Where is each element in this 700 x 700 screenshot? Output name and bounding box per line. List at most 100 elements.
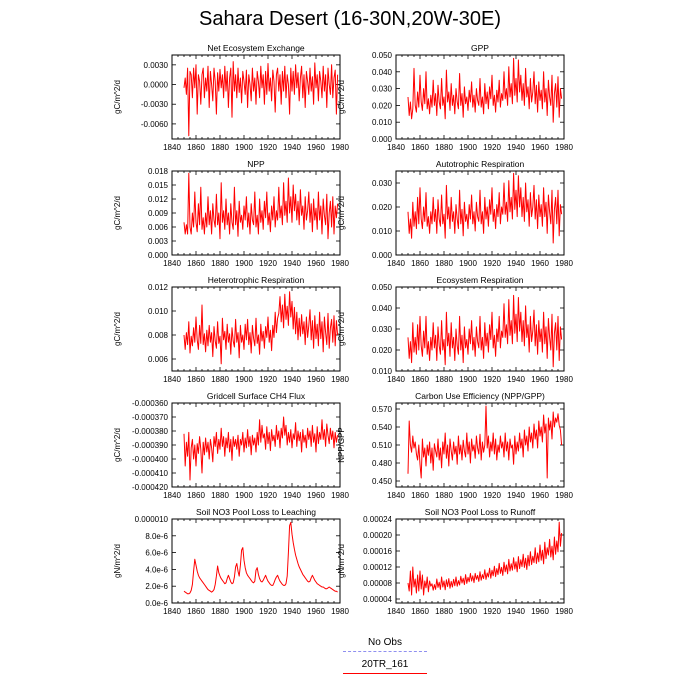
y-tick-label: 0.040 [372,304,393,313]
panel-4: Autotrophic Respiration 1840 1860 1880 1900 1… [337,159,573,268]
x-tick-label: 1960 [307,607,325,616]
y-tick-label: 0.010 [372,367,393,376]
y-axis-label: gC/m^2/d [113,428,122,462]
y-tick-label: -0.0030 [141,100,169,109]
y-tick-label: 0.480 [372,459,393,468]
x-tick-label: 1920 [483,143,501,152]
y-tick-label: 0.540 [372,423,393,432]
x-tick-label: 1840 [387,491,405,500]
x-tick-label: 1840 [163,607,181,616]
x-tick-label: 1900 [459,143,477,152]
x-tick-label: 1860 [411,143,429,152]
x-tick-label: 1880 [211,491,229,500]
x-tick-label: 1900 [459,259,477,268]
x-tick-label: 1920 [483,375,501,384]
legend-item-obs: No Obs [330,637,440,652]
x-tick-label: 1980 [331,607,349,616]
y-tick-label: 0.020 [372,101,393,110]
x-tick-label: 1980 [555,259,573,268]
series-line [183,416,339,481]
x-tick-label: 1920 [259,607,277,616]
x-tick-label: 1900 [235,375,253,384]
y-tick-label: 0.000 [148,251,169,260]
panel-10: Soil NO3 Pool Loss to Runoff 1840 1860 1880… [337,507,573,616]
y-tick-label: 6.0e-6 [145,549,168,558]
y-tick-label: 0.050 [372,51,393,60]
x-tick-label: 1880 [211,143,229,152]
y-tick-label: 0.450 [372,477,393,486]
series-line [407,405,563,479]
x-tick-label: 1920 [483,607,501,616]
y-tick-label: 0.010 [148,307,169,316]
x-tick-label: 1880 [435,375,453,384]
y-tick-label: 0.006 [148,223,169,232]
series-line [183,521,338,595]
y-tick-label: 0.00024 [363,515,392,524]
x-tick-label: 1880 [435,259,453,268]
y-tick-label: 0.0e-6 [145,599,168,608]
x-tick-label: 1860 [187,259,205,268]
y-tick-label: 0.050 [372,283,393,292]
panel-title: Heterotrophic Respiration [208,275,305,285]
x-tick-label: 1900 [235,491,253,500]
series-line [407,521,563,596]
x-tick-label: 1940 [507,491,525,500]
y-tick-label: 0.000010 [135,515,169,524]
plot-frame [171,170,341,256]
x-tick-label: 1880 [211,607,229,616]
x-tick-label: 1860 [187,491,205,500]
panel-1: Net Ecosystem Exchange 1840 1860 1880 1900 19… [113,43,349,152]
y-tick-label: 0.00020 [363,531,392,540]
x-tick-label: 1900 [459,375,477,384]
plot-frame [171,518,341,604]
x-tick-label: 1840 [387,259,405,268]
y-tick-label: 0.0030 [144,61,169,70]
x-tick-label: 1880 [435,143,453,152]
y-tick-label: 0.012 [148,283,169,292]
x-tick-label: 1860 [411,259,429,268]
y-axis-label: gN/m^2/d [337,544,346,578]
panel-title: Soil NO3 Pool Loss to Leaching [196,507,316,517]
y-tick-label: 8.0e-6 [145,532,168,541]
y-axis-label: gC/m^2/d [337,196,346,230]
x-tick-label: 1940 [283,259,301,268]
y-tick-label: 0.00008 [363,579,392,588]
x-tick-label: 1900 [235,259,253,268]
y-tick-label: 0.003 [148,237,169,246]
y-tick-label: -0.000370 [132,413,169,422]
x-tick-label: 1900 [235,143,253,152]
y-tick-label: 0.006 [148,355,169,364]
x-tick-label: 1920 [259,143,277,152]
y-axis-label: gN/m^2/d [113,544,122,578]
y-tick-label: 0.010 [372,118,393,127]
y-tick-label: 4.0e-6 [145,565,168,574]
legend-line-model [343,673,427,674]
x-tick-label: 1960 [531,607,549,616]
series-line [407,172,563,244]
panel-2: GPP 1840 1860 1880 1900 1920 1940 1960 1980 0.000… [337,43,573,152]
y-tick-label: 0.570 [372,405,393,414]
x-tick-label: 1980 [555,375,573,384]
x-tick-label: 1960 [531,491,549,500]
legend-label-obs: No Obs [368,637,402,648]
x-tick-label: 1960 [307,375,325,384]
y-axis-label: gC/m^2/d [113,80,122,114]
x-tick-label: 1880 [435,491,453,500]
panel-title: Autotrophic Respiration [436,159,525,169]
y-tick-label: 0.010 [372,227,393,236]
y-tick-label: -0.000380 [132,427,169,436]
x-tick-label: 1960 [307,491,325,500]
panel-title: Net Ecosystem Exchange [207,43,305,53]
panel-5: Heterotrophic Respiration 1840 1860 1880 190… [113,275,349,384]
panel-title: GPP [471,43,489,53]
x-tick-label: 1980 [331,375,349,384]
panel-9: Soil NO3 Pool Loss to Leaching 1840 1860 18… [113,507,349,616]
y-tick-label: -0.000410 [132,469,169,478]
x-tick-label: 1960 [307,259,325,268]
y-tick-label: -0.000390 [132,441,169,450]
plot-frame [171,286,341,372]
series-line [407,57,563,123]
x-tick-label: 1880 [211,259,229,268]
y-tick-label: 0.00016 [363,547,392,556]
